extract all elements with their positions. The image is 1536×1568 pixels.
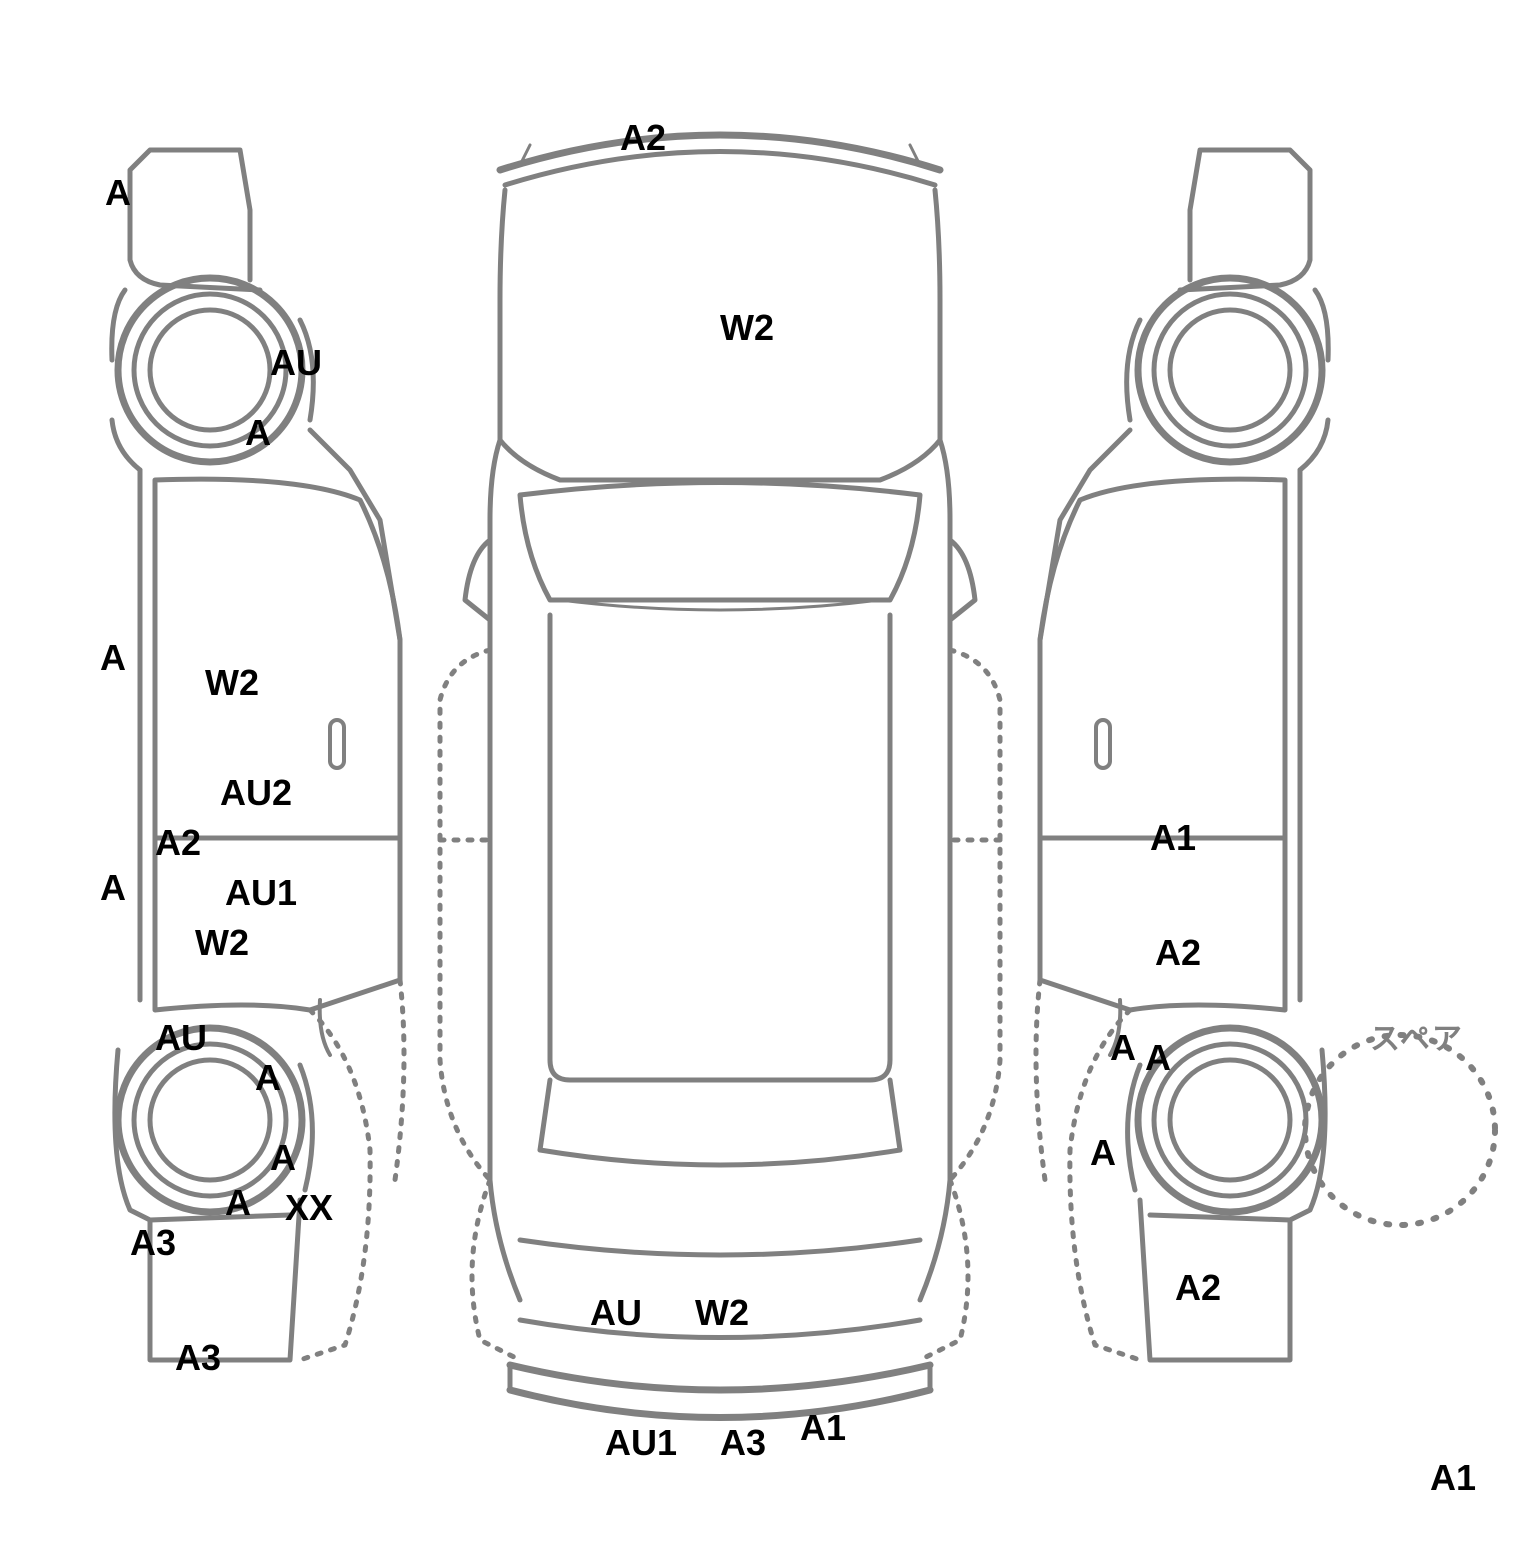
right-rear-fender-code-1: A	[1110, 1030, 1136, 1066]
left-front-wheel-code-1: AU	[270, 345, 322, 381]
left-door-mid-code-2: A2	[155, 825, 201, 861]
left-rear-corner-code-2: A3	[175, 1340, 221, 1376]
left-rear-panel-code-1: XX	[285, 1190, 333, 1226]
spare-tire-label: スペア	[1370, 1025, 1464, 1055]
rear-bumper-code-2: A3	[720, 1425, 766, 1461]
left-door-code: W2	[205, 665, 259, 701]
bottom-right-code: A1	[1430, 1460, 1476, 1496]
hood-code: W2	[720, 310, 774, 346]
left-rear-wheel-code-1: A	[255, 1060, 281, 1096]
car-inspection-diagram: A2AW2AUAAW2AU2A2AAU1W2AUAAAXXA3A3AUW2AU1…	[0, 0, 1536, 1568]
left-front-corner-code: A	[105, 175, 131, 211]
rear-bumper-code-3: A1	[800, 1410, 846, 1446]
left-rear-corner-code-1: A3	[130, 1225, 176, 1261]
right-rear-wheel-code: A	[1090, 1135, 1116, 1171]
left-rear-door-code-2: W2	[195, 925, 249, 961]
front-bumper-code: A2	[620, 120, 666, 156]
right-rear-corner-code: A2	[1175, 1270, 1221, 1306]
right-rear-door-code: A2	[1155, 935, 1201, 971]
left-door-mid-code-1: AU2	[220, 775, 292, 811]
trunk-code-2: W2	[695, 1295, 749, 1331]
left-front-fender-code: A	[245, 415, 271, 451]
left-rear-wheel-code-2: A	[270, 1140, 296, 1176]
trunk-code-1: AU	[590, 1295, 642, 1331]
left-door-mid-code-3: A	[100, 870, 126, 906]
rear-bumper-code-1: AU1	[605, 1425, 677, 1461]
left-rear-wheel-code-3: A	[225, 1185, 251, 1221]
right-door-code-1: A1	[1150, 820, 1196, 856]
right-rear-fender-code-2: A	[1145, 1040, 1171, 1076]
left-rear-fender-code-1: AU	[155, 1020, 207, 1056]
left-rear-door-code-1: AU1	[225, 875, 297, 911]
left-door-upper-code: A	[100, 640, 126, 676]
